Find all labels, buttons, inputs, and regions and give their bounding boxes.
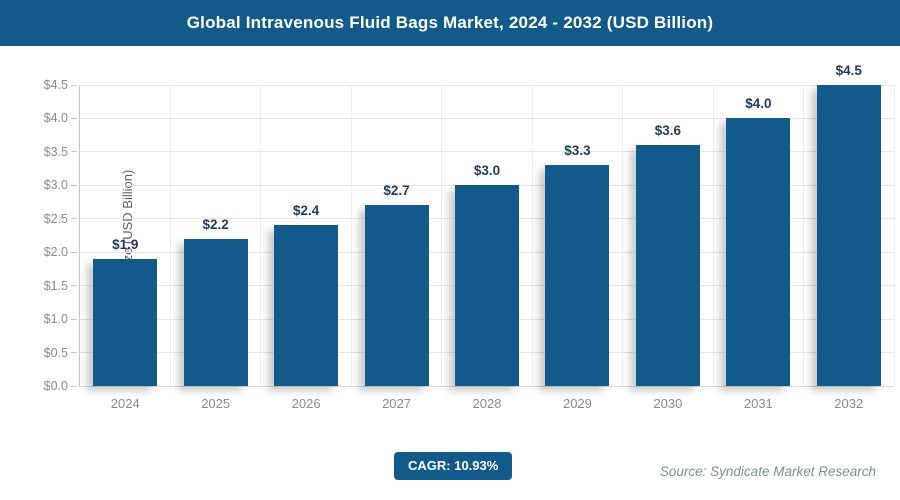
y-axis-tick-label: $4.5	[43, 78, 68, 92]
h-gridline	[80, 151, 894, 153]
y-axis-tick-label: $0.5	[43, 345, 68, 360]
bar-value-label: $2.4	[292, 203, 320, 219]
v-gridline	[712, 85, 714, 386]
y-axis-tick-label: $1.5	[43, 278, 68, 293]
bar-2029	[545, 165, 610, 386]
y-axis-tick	[71, 352, 77, 354]
x-axis-tick-label: 2027	[382, 396, 411, 411]
bar-value-label: $4.0	[745, 96, 772, 112]
y-axis-tick-label: $0.0	[43, 379, 68, 393]
y-axis-tick	[71, 84, 77, 86]
chart-title: Global Intravenous Fluid Bags Market, 20…	[186, 13, 714, 32]
v-gridline	[350, 85, 352, 386]
x-axis-tick-label: 2024	[110, 396, 140, 411]
bar-value-label: $4.5	[835, 63, 862, 78]
v-gridline	[260, 85, 262, 386]
y-axis-tick	[71, 151, 77, 153]
y-axis-tick	[71, 285, 77, 287]
chart-header: Global Intravenous Fluid Bags Market, 20…	[0, 0, 900, 46]
y-axis-tick-label: $2.5	[43, 211, 68, 226]
bar-2028	[455, 185, 519, 386]
bar-value-label: $3.0	[473, 163, 501, 179]
x-axis-tick-label: 2032	[834, 396, 864, 411]
y-axis-tick-label: $3.5	[43, 144, 68, 159]
y-axis-tick	[71, 385, 77, 387]
y-axis-tick-label: $4.0	[43, 111, 68, 126]
bar-value-label: $1.9	[112, 236, 139, 252]
x-axis-tick-label: 2029	[562, 396, 592, 411]
y-axis-tick	[71, 218, 77, 220]
v-gridline	[803, 85, 805, 386]
x-axis-tick-label: 2030	[653, 396, 683, 411]
bar-2024	[93, 258, 158, 386]
x-axis-tick-label: 2031	[743, 396, 773, 411]
bar-2027	[364, 205, 429, 386]
v-gridline	[893, 85, 895, 386]
v-gridline	[169, 85, 171, 386]
source-text: Source: Syndicate Market Research	[659, 464, 876, 479]
bar-2032	[816, 85, 881, 386]
bar-value-label: $3.6	[654, 123, 682, 139]
y-axis-tick	[71, 117, 77, 119]
y-axis-tick	[71, 251, 77, 253]
bar-value-label: $2.7	[383, 183, 410, 199]
v-gridline	[531, 85, 533, 386]
y-axis-tick-label: $2.0	[43, 245, 68, 260]
v-gridline	[622, 85, 624, 386]
h-gridline	[80, 117, 894, 119]
y-axis-tick-label: $1.0	[43, 312, 68, 327]
v-gridline	[441, 85, 443, 386]
bar-2030	[635, 145, 700, 386]
bar-value-label: $2.2	[202, 216, 229, 232]
bar-2025	[183, 238, 248, 386]
y-axis-tick	[71, 318, 77, 320]
plot-area: Market Size (USD Billion) $0.0 $0.5 $1.0 $1…	[44, 63, 895, 411]
bar-2026	[274, 225, 339, 386]
x-axis-tick-label: 2028	[472, 396, 502, 411]
cagr-badge: CAGR: 10.93%	[394, 452, 513, 480]
x-axis-tick-label: 2026	[291, 396, 321, 411]
h-gridline	[80, 84, 894, 86]
y-axis-tick-label: $3.0	[43, 178, 68, 193]
x-axis-tick-label: 2025	[201, 396, 231, 411]
bar-2031	[726, 118, 791, 386]
y-axis-tick	[71, 184, 77, 186]
bar-value-label: $3.3	[564, 143, 591, 159]
